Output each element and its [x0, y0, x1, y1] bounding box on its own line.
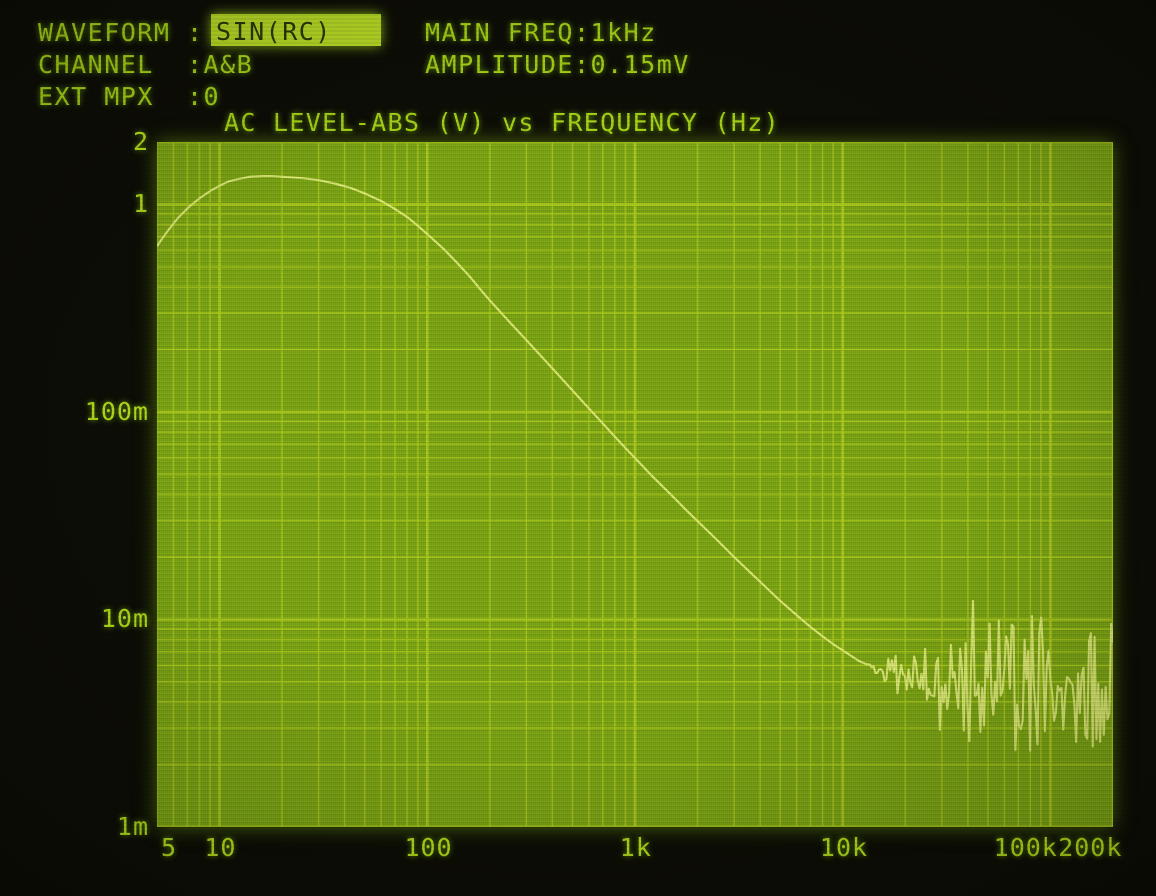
- grid-horizontal-lines: [157, 142, 1113, 827]
- signal-trace: [157, 175, 1113, 752]
- waveform-field-highlight[interactable]: [211, 14, 381, 46]
- x-tick-label: 200k: [1058, 833, 1123, 862]
- y-tick-label: 2: [132, 127, 149, 156]
- x-tick-label: 10k: [819, 833, 869, 862]
- header-waveform-row: WAVEFORM :: [38, 18, 204, 47]
- plot-title: AC LEVEL-ABS (V) vs FREQUENCY (Hz): [224, 108, 780, 137]
- waveform-value[interactable]: SIN(RC): [216, 17, 332, 46]
- header-extmpx-row[interactable]: EXT MPX :0: [38, 82, 221, 111]
- plot-area[interactable]: [157, 142, 1113, 827]
- y-tick-label: 1: [132, 189, 149, 219]
- y-tick-label: 10m: [100, 604, 149, 634]
- plot-canvas: [157, 142, 1113, 827]
- header-amplitude-row[interactable]: AMPLITUDE:0.15mV: [425, 50, 690, 79]
- y-tick-label: 1m: [116, 812, 149, 841]
- x-tick-label: 100: [404, 833, 453, 862]
- x-tick-label: 1k: [619, 833, 652, 862]
- x-tick-label: 100k: [993, 833, 1058, 862]
- header-mainfreq-row[interactable]: MAIN FREQ:1kHz: [425, 18, 657, 47]
- waveform-label: WAVEFORM :: [38, 18, 204, 47]
- header-channel-row[interactable]: CHANNEL :A&B: [38, 50, 254, 79]
- y-tick-label: 100m: [84, 396, 149, 426]
- x-tick-label: 10: [204, 833, 237, 862]
- x-tick-label: 5: [161, 833, 178, 862]
